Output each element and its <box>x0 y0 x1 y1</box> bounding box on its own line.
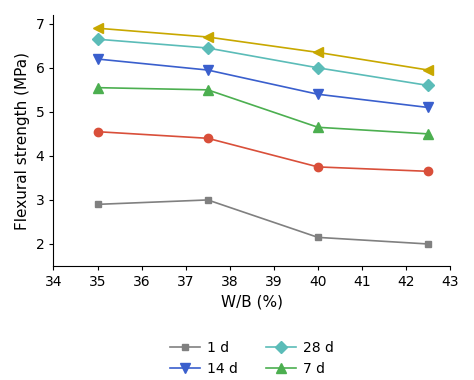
7 d <box>425 131 431 136</box>
7 d <box>205 87 210 92</box>
Line: 45 d: 45 d <box>93 23 433 75</box>
1 d <box>425 242 431 246</box>
14 d <box>315 92 321 97</box>
28 d <box>205 46 210 50</box>
45 d <box>95 26 100 30</box>
Line: 14 d: 14 d <box>93 54 433 112</box>
14 d <box>95 57 100 61</box>
1 d <box>315 235 321 240</box>
1 d <box>205 198 210 202</box>
Line: 7 d: 7 d <box>93 83 433 139</box>
28 d <box>95 37 100 41</box>
1 d <box>95 202 100 207</box>
45 d <box>315 50 321 55</box>
45 d <box>205 35 210 39</box>
28 d <box>425 83 431 88</box>
45 d <box>425 68 431 72</box>
14 d <box>425 105 431 110</box>
Line: 28 d: 28 d <box>93 35 432 90</box>
Line: 1 d: 1 d <box>94 196 432 247</box>
Legend: 1 d, 14 d, 3 d, 28 d, 7 d, 45 d: 1 d, 14 d, 3 d, 28 d, 7 d, 45 d <box>164 336 340 380</box>
X-axis label: W/B (%): W/B (%) <box>221 294 283 310</box>
3 d <box>95 130 100 134</box>
Line: 3 d: 3 d <box>93 128 432 176</box>
7 d <box>95 86 100 90</box>
3 d <box>315 165 321 169</box>
3 d <box>205 136 210 141</box>
7 d <box>315 125 321 130</box>
28 d <box>315 66 321 70</box>
3 d <box>425 169 431 174</box>
Y-axis label: Flexural strength (MPa): Flexural strength (MPa) <box>15 52 30 230</box>
14 d <box>205 68 210 72</box>
